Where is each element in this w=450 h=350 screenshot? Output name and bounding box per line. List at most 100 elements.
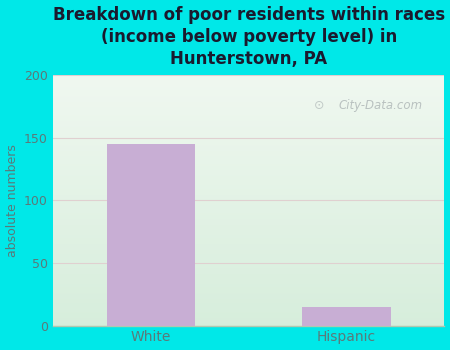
Bar — [53, 254, 450, 256]
Bar — [53, 253, 450, 254]
Bar — [53, 306, 450, 307]
Bar — [53, 85, 450, 86]
Bar — [53, 273, 450, 274]
Bar — [53, 153, 450, 154]
Bar — [53, 275, 450, 277]
Bar — [53, 163, 450, 164]
Bar — [53, 258, 450, 259]
Bar — [53, 262, 450, 263]
Bar — [53, 184, 450, 185]
Bar — [53, 240, 450, 241]
Bar — [53, 321, 450, 322]
Bar — [53, 79, 450, 80]
Bar — [53, 307, 450, 308]
Bar — [53, 128, 450, 129]
Bar — [53, 122, 450, 124]
Bar — [53, 215, 450, 217]
Bar — [53, 204, 450, 205]
Bar — [53, 222, 450, 223]
Bar — [53, 161, 450, 163]
Bar — [53, 138, 450, 139]
Bar — [53, 141, 450, 143]
Bar — [53, 289, 450, 290]
Bar — [53, 152, 450, 153]
Bar — [53, 80, 450, 81]
Bar — [53, 120, 450, 121]
Bar — [53, 294, 450, 295]
Bar — [53, 297, 450, 298]
Text: City-Data.com: City-Data.com — [339, 99, 423, 112]
Bar — [53, 286, 450, 287]
Bar — [53, 244, 450, 245]
Bar — [53, 180, 450, 182]
Bar — [53, 322, 450, 323]
Bar — [53, 185, 450, 187]
Bar — [53, 295, 450, 297]
Bar — [53, 175, 450, 176]
Bar — [53, 282, 450, 283]
Y-axis label: absolute numbers: absolute numbers — [5, 144, 18, 257]
Bar — [53, 76, 450, 78]
Bar — [53, 256, 450, 257]
Bar — [53, 324, 450, 326]
Bar — [53, 150, 450, 152]
Bar — [53, 103, 450, 104]
Bar — [53, 249, 450, 251]
Bar — [53, 88, 450, 89]
Bar — [53, 280, 450, 282]
Bar — [53, 84, 450, 85]
Bar — [53, 278, 450, 279]
Bar — [53, 310, 450, 312]
Bar — [53, 283, 450, 284]
Bar — [53, 303, 450, 304]
Bar — [53, 195, 450, 197]
Bar — [53, 228, 450, 229]
Bar — [53, 197, 450, 198]
Bar — [53, 252, 450, 253]
Bar — [53, 105, 450, 106]
Bar — [53, 188, 450, 189]
Bar — [53, 86, 450, 88]
Bar — [53, 233, 450, 234]
Bar — [53, 173, 450, 174]
Bar — [53, 125, 450, 126]
Bar — [53, 223, 450, 224]
Bar — [53, 245, 450, 247]
Bar — [53, 268, 450, 269]
Bar — [53, 145, 450, 146]
Bar — [53, 156, 450, 158]
Bar — [53, 174, 450, 175]
Bar — [53, 219, 450, 220]
Bar — [53, 172, 450, 173]
Bar — [53, 237, 450, 238]
Bar — [53, 316, 450, 317]
Bar — [53, 194, 450, 195]
Bar — [53, 239, 450, 240]
Bar — [53, 214, 450, 215]
Bar — [53, 132, 450, 133]
Bar — [53, 217, 450, 218]
Bar — [53, 155, 450, 156]
Bar — [53, 144, 450, 145]
Bar — [53, 248, 450, 249]
Bar — [53, 111, 450, 113]
Bar — [53, 78, 450, 79]
Bar — [53, 224, 450, 225]
Bar — [53, 154, 450, 155]
Bar — [53, 309, 450, 310]
Bar — [53, 263, 450, 264]
Bar — [53, 110, 450, 111]
Bar — [53, 212, 450, 213]
Bar — [53, 274, 450, 275]
Bar — [53, 312, 450, 313]
Bar — [53, 134, 450, 135]
Bar — [53, 234, 450, 236]
Bar — [53, 259, 450, 260]
Bar — [53, 272, 450, 273]
Bar — [53, 190, 450, 191]
Bar — [53, 225, 450, 227]
Bar — [53, 302, 450, 303]
Text: ⊙: ⊙ — [314, 99, 324, 112]
Bar — [53, 139, 450, 140]
Bar — [53, 241, 450, 243]
